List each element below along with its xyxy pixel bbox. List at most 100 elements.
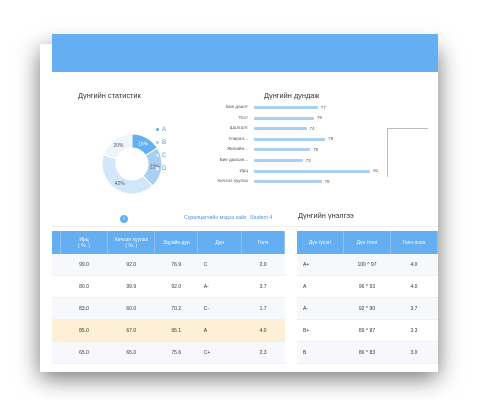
table-cell: B+ xyxy=(197,363,242,366)
table-cell xyxy=(52,275,61,298)
table-cell: 2.0 xyxy=(241,254,285,276)
bar-label: Улирал... xyxy=(228,135,248,141)
table-cell: 3.3 xyxy=(390,319,438,342)
donut-legend: A B C D xyxy=(156,124,166,176)
section-divider xyxy=(52,226,438,227)
bar-value: 76 xyxy=(317,115,322,121)
bar[interactable] xyxy=(254,137,326,141)
legend-item-a[interactable]: A xyxy=(156,124,166,137)
table-row[interactable]: 99.0 92.0 76.9 C 2.0 xyxy=(52,254,285,276)
table-cell xyxy=(52,297,61,320)
table-cell: 92 ^ 90 xyxy=(343,297,391,320)
bar-label: Жилийн... xyxy=(227,146,248,152)
table-cell: 100 ^ 97 xyxy=(343,254,391,276)
column-header[interactable]: Хичээл хуулах( %. ) xyxy=(107,231,156,254)
column-header[interactable]: Дүн /тоо/ xyxy=(343,231,391,254)
table-cell: A- xyxy=(297,297,344,320)
grade-scale-table: Дүн /үсэг/Дүн /тоо/Голч оноо A+ 100 ^ 97 4.… xyxy=(297,231,438,366)
column-header[interactable] xyxy=(52,231,61,254)
table-cell: 93.0 xyxy=(60,363,108,366)
table-cell: 60.0 xyxy=(107,297,155,320)
grade-scale-title: Дүнгийн үнэлгээ xyxy=(298,211,354,220)
table-row[interactable]: B-82 ^ 802.7 xyxy=(297,363,438,366)
bar-value: 77 xyxy=(320,104,326,110)
table-cell: 2.7 xyxy=(390,363,438,366)
donut-slice-label: 16% xyxy=(138,141,149,147)
table-cell: 3.0 xyxy=(390,341,438,364)
table-cell: 79.9 xyxy=(107,363,155,366)
table-row[interactable]: 93.079.989.6B+3.3 xyxy=(52,363,285,366)
legend-item-b[interactable]: B xyxy=(156,137,166,150)
table-row[interactable]: A 96 ^ 93 4.0 xyxy=(297,275,438,298)
table-cell: 4.0 xyxy=(241,319,285,342)
table-cell: 86 ^ 83 xyxy=(343,341,391,364)
donut-slice-c[interactable] xyxy=(101,154,154,195)
table-cell: 83.0 xyxy=(60,297,108,320)
column-header[interactable]: Дүн xyxy=(197,231,243,254)
donut-slice-label: 20% xyxy=(113,143,124,149)
table-cell: 70.2 xyxy=(154,297,198,320)
table-cell: 2.3 xyxy=(241,341,285,364)
bar[interactable] xyxy=(254,159,303,162)
legend-item-d[interactable]: D xyxy=(156,163,166,176)
table-cell: 4.0 xyxy=(390,254,438,276)
bar-value: 74 xyxy=(309,125,315,131)
table-row[interactable]: 83.0 60.0 70.2 C- 1.7 xyxy=(52,297,285,320)
bar-value: 75 xyxy=(313,146,319,152)
table-cell: 75.6 xyxy=(154,341,198,364)
table-cell: 4.0 xyxy=(390,275,438,298)
bar-label: Шалгалт xyxy=(229,125,248,131)
table-cell: 65.0 xyxy=(107,341,155,364)
table-row[interactable]: A- 92 ^ 90 3.7 xyxy=(297,297,438,320)
column-header[interactable]: Голч оноо xyxy=(390,231,438,254)
table-cell: 85.0 xyxy=(60,319,108,342)
averages-bar-chart: Бие даалт 77 Тест 76 Шалгалт 74 Улирал... 79 Жил… xyxy=(202,102,438,222)
column-header[interactable]: Голч xyxy=(241,231,285,254)
table-row[interactable]: B+ 89 ^ 87 3.3 xyxy=(297,319,438,342)
table-cell: 89.6 xyxy=(154,363,198,366)
student-link[interactable]: Student 4 xyxy=(250,215,273,221)
table-cell: A xyxy=(197,319,242,342)
bar[interactable] xyxy=(254,106,318,109)
table-header-row: Ирц( %. ) Хичээл хуулах( %. ) Эцсийн дүн Дү… xyxy=(52,231,285,254)
search-student-link[interactable]: Суралцагчийн мэдээ хайх xyxy=(184,215,247,221)
table-cell: 80.0 xyxy=(60,275,108,298)
table-cell: B+ xyxy=(297,319,344,342)
table-row[interactable]: 80.0 99.9 92.0 A- 3.7 xyxy=(52,275,285,298)
bar[interactable] xyxy=(254,127,307,131)
bar[interactable] xyxy=(254,180,322,184)
table-cell xyxy=(52,341,61,364)
info-icon[interactable]: i xyxy=(120,215,128,223)
table-cell: C+ xyxy=(197,341,242,364)
column-header[interactable]: Дүн /үсэг/ xyxy=(297,231,345,254)
table-header-row: Дүн /үсэг/Дүн /тоо/Голч оноо xyxy=(297,231,438,254)
bar[interactable] xyxy=(254,148,311,152)
table-cell: A xyxy=(297,275,344,298)
donut-slice-d[interactable] xyxy=(102,133,133,160)
bar-value: 73 xyxy=(305,157,311,163)
donut-slice-label: 22% xyxy=(150,164,161,170)
report-page: Дүнгийн статистик 16% 22% 42% 20% A B C D Д… xyxy=(52,34,438,366)
table-cell: A- xyxy=(197,275,242,298)
column-header[interactable]: Ирц( %. ) xyxy=(60,231,109,254)
averages-title: Дүнгийн дундаж xyxy=(264,91,320,100)
donut-slice-label: 42% xyxy=(115,181,126,187)
legend-item-c[interactable]: C xyxy=(156,150,166,163)
table-row[interactable]: 85.0 67.0 95.1 A 4.0 xyxy=(52,319,285,342)
table-row[interactable]: A+ 100 ^ 97 4.0 xyxy=(297,254,438,276)
bar[interactable] xyxy=(254,169,371,173)
table-cell: A+ xyxy=(297,254,344,276)
table-row[interactable]: B 86 ^ 83 3.0 xyxy=(297,341,438,364)
bar-label: Тест xyxy=(238,114,248,120)
column-header[interactable]: Эцсийн дүн xyxy=(154,231,199,254)
bar[interactable] xyxy=(254,116,314,120)
table-cell: 89 ^ 87 xyxy=(343,319,391,342)
table-cell: B xyxy=(297,341,344,364)
table-cell: 65.0 xyxy=(60,341,108,364)
table-row[interactable]: 65.0 65.0 75.6 C+ 2.3 xyxy=(52,341,285,364)
table-cell xyxy=(52,319,61,342)
table-cell: 82 ^ 80 xyxy=(343,363,391,366)
chart-bracket-line xyxy=(387,128,428,177)
table-cell: 1.7 xyxy=(241,297,285,320)
